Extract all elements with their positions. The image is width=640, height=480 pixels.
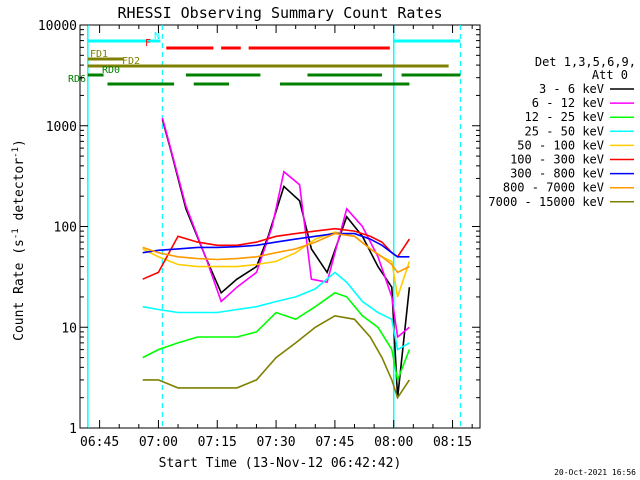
legend-header: Att 0	[592, 68, 628, 82]
chart-title: RHESSI Observing Summary Count Rates	[117, 4, 442, 22]
y-tick-label: 10000	[38, 19, 77, 34]
x-tick-label: 06:45	[80, 435, 119, 450]
legend-label: 800 - 7000 keV	[503, 181, 604, 195]
x-tick-label: 07:30	[257, 435, 296, 450]
y-axis: 1 10 100 1000 10000	[38, 19, 480, 437]
flag-label-rd6: RD6	[68, 74, 86, 85]
legend-label: 300 - 800 keV	[510, 167, 604, 181]
legend-header: Det 1,3,5,6,9,	[535, 55, 636, 69]
y-tick-label: 1000	[46, 120, 77, 135]
x-tick-label: 07:00	[139, 435, 178, 450]
flag-label-n: N	[154, 31, 160, 42]
series-line-5	[142, 227, 411, 280]
series-lines	[142, 117, 411, 400]
x-tick-label: 07:45	[315, 435, 354, 450]
x-axis-label: Start Time (13-Nov-12 06:42:42)	[159, 456, 402, 471]
y-axis-label: Count Rate (s-1 detector-1)	[11, 139, 27, 341]
y-tick-label: 100	[54, 221, 77, 236]
flag-label-rd0: RD0	[102, 65, 120, 76]
x-tick-label: 08:15	[433, 435, 472, 450]
legend-label: 12 - 25 keV	[525, 110, 604, 124]
series-line-6	[142, 232, 410, 258]
legend-label: 7000 - 15000 keV	[488, 195, 604, 209]
series-line-2	[142, 291, 411, 383]
y-tick-label: 10	[61, 321, 77, 336]
legend-label: 3 - 6 keV	[539, 82, 604, 96]
legend-label: 25 - 50 keV	[525, 124, 604, 138]
series-line-8	[142, 314, 411, 400]
series-line-3	[142, 271, 410, 351]
series-line-1	[161, 117, 410, 339]
flag-label-fd1: FD1	[90, 49, 108, 60]
flag-label-f: F	[145, 38, 151, 49]
x-tick-label: 07:15	[198, 435, 237, 450]
series-line-7	[142, 232, 410, 274]
series-line-4	[142, 231, 411, 298]
legend-label: 50 - 100 keV	[517, 138, 604, 152]
legend-label: 100 - 300 keV	[510, 153, 604, 167]
x-axis: 06:45 07:00 07:15 07:30 07:45 08:00 08:15	[79, 25, 473, 450]
flag-label-fd2: FD2	[122, 56, 140, 67]
timestamp-label: 20-Oct-2021 16:56	[554, 468, 636, 477]
legend-label: 6 - 12 keV	[532, 96, 604, 110]
x-tick-label: 08:00	[374, 435, 413, 450]
y-tick-label: 1	[69, 422, 77, 437]
